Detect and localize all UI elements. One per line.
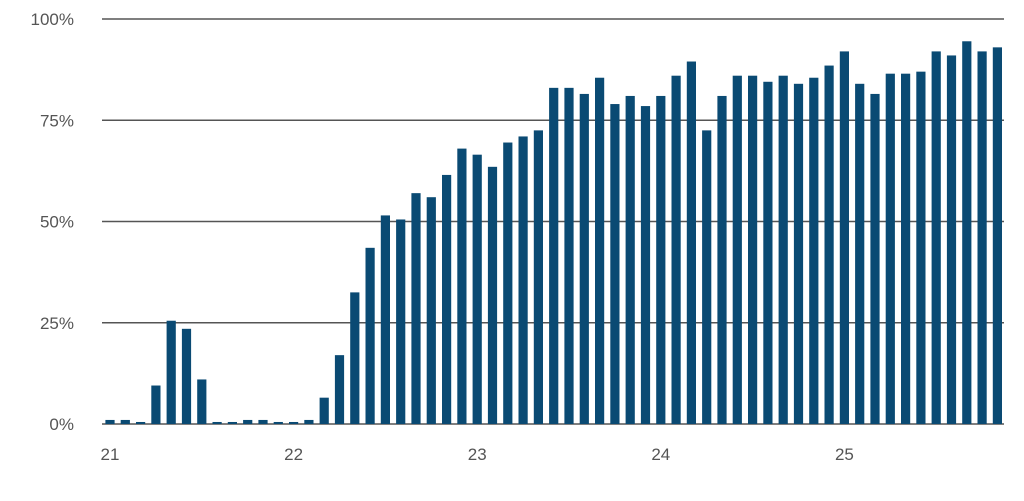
bar xyxy=(977,51,987,425)
bar xyxy=(824,65,834,424)
bar xyxy=(748,75,758,424)
bar xyxy=(640,106,651,424)
bar xyxy=(870,93,880,425)
bar xyxy=(809,77,819,424)
y-tick-label: 0% xyxy=(49,415,74,434)
bar xyxy=(166,320,176,424)
bar-series xyxy=(105,41,1002,425)
bar xyxy=(717,95,727,424)
bar xyxy=(916,71,926,425)
bar xyxy=(855,83,865,425)
bar xyxy=(304,419,314,424)
bar xyxy=(671,75,681,424)
bar xyxy=(962,41,972,424)
bar xyxy=(901,73,911,425)
y-tick-label: 100% xyxy=(31,10,74,29)
bar xyxy=(732,75,742,424)
bar xyxy=(931,51,941,425)
bar xyxy=(992,47,1002,424)
bar xyxy=(702,130,712,425)
bar xyxy=(212,421,222,424)
bar xyxy=(533,130,543,425)
bar xyxy=(350,292,360,425)
bar xyxy=(656,95,666,424)
x-tick-label: 23 xyxy=(468,445,487,464)
bar xyxy=(610,104,620,425)
bar xyxy=(686,61,696,425)
bar xyxy=(396,219,406,424)
bar xyxy=(273,421,283,424)
y-tick-label: 25% xyxy=(40,314,74,333)
bar xyxy=(105,419,115,424)
x-tick-label: 22 xyxy=(284,445,303,464)
y-tick-label: 50% xyxy=(40,213,74,232)
bar xyxy=(334,355,345,424)
bar xyxy=(426,197,436,424)
bar xyxy=(151,385,161,424)
y-tick-label: 75% xyxy=(40,111,74,130)
bar xyxy=(243,419,253,424)
bar xyxy=(487,166,498,424)
bar xyxy=(549,87,559,424)
bar xyxy=(197,379,207,424)
y-axis-tick-labels: 0% 25% 50% 75% 100% xyxy=(31,10,74,434)
x-axis-tick-labels: 21 22 23 24 25 xyxy=(101,445,854,464)
bar xyxy=(258,419,268,424)
bar xyxy=(885,73,895,425)
bar xyxy=(503,142,513,424)
bar xyxy=(564,87,574,424)
bar xyxy=(380,215,390,424)
bar xyxy=(136,421,146,424)
bar xyxy=(595,77,605,424)
bar xyxy=(625,95,635,424)
x-tick-label: 24 xyxy=(651,445,670,464)
bar xyxy=(289,421,299,424)
bar xyxy=(472,154,482,424)
bar xyxy=(518,136,528,424)
bar xyxy=(763,81,773,424)
bar xyxy=(457,148,467,424)
bar xyxy=(227,421,237,424)
bar xyxy=(946,55,957,424)
x-tick-label: 25 xyxy=(835,445,854,464)
bar xyxy=(365,247,375,424)
bar xyxy=(793,83,804,425)
bar xyxy=(319,397,329,424)
bar xyxy=(411,193,421,424)
bar xyxy=(120,419,130,424)
bar xyxy=(181,328,192,424)
bar xyxy=(579,93,589,425)
x-tick-label: 21 xyxy=(101,445,120,464)
bar xyxy=(778,75,788,424)
bar xyxy=(442,174,452,424)
bar xyxy=(839,51,849,425)
